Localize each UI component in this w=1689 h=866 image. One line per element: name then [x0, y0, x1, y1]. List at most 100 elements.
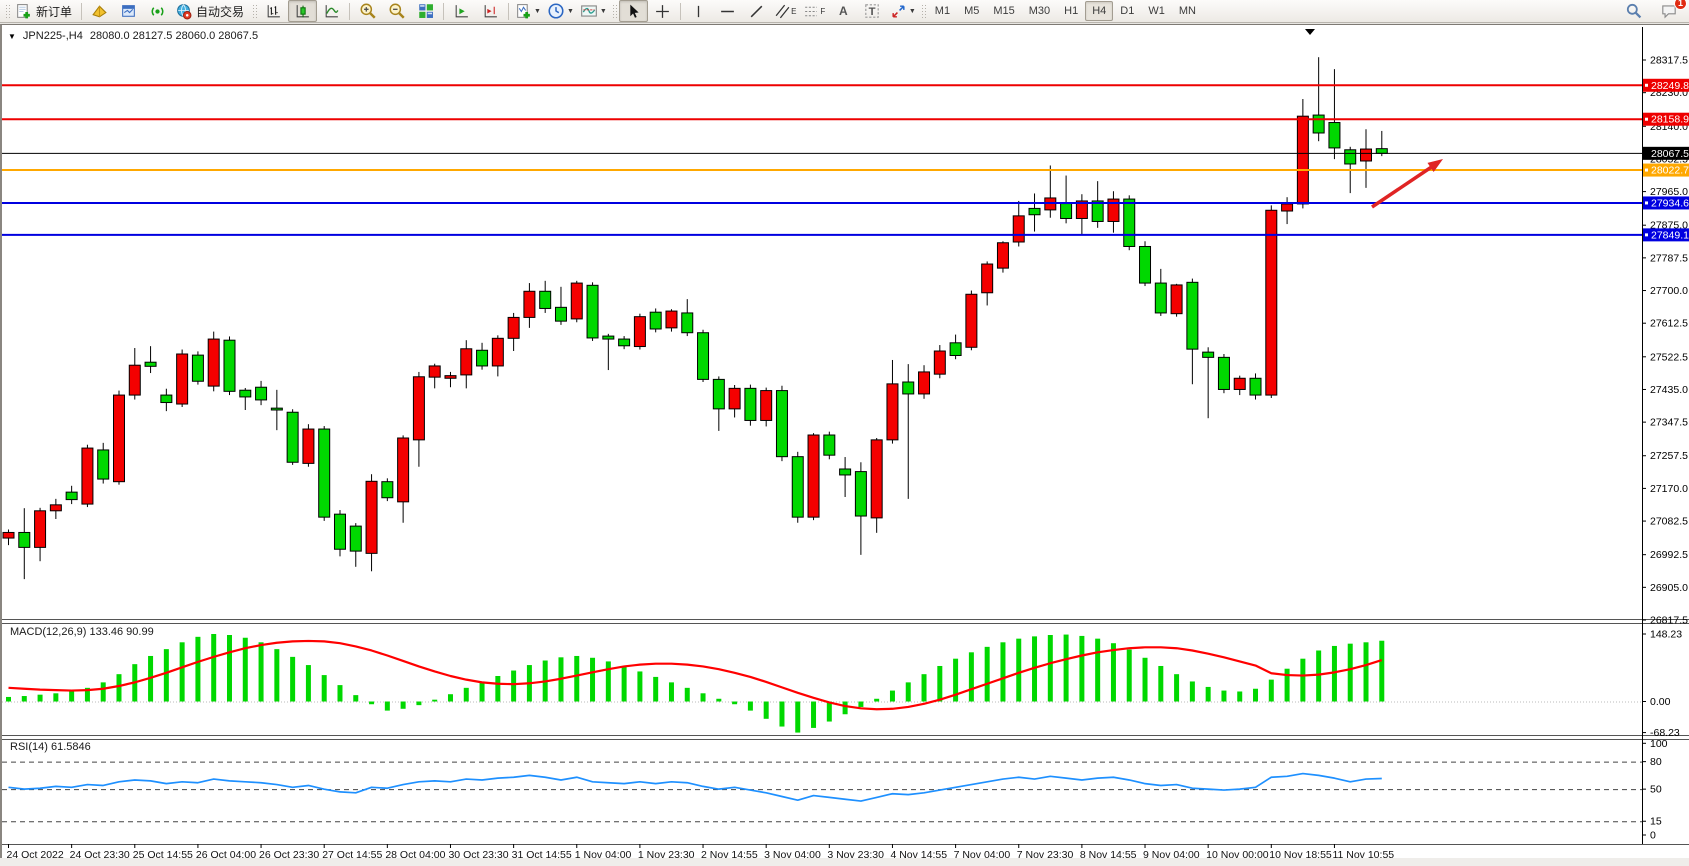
- text-label-tool-button[interactable]: T: [858, 0, 887, 22]
- macd-histogram-bar: [384, 701, 390, 711]
- templates-button[interactable]: ▼: [577, 0, 610, 22]
- macd-histogram-bar: [700, 693, 706, 702]
- navigator-button[interactable]: [114, 0, 143, 22]
- price-badge-label: 27849.1: [1651, 229, 1689, 241]
- badge-notch: [1645, 168, 1648, 172]
- candle-body: [144, 361, 157, 367]
- one-click-trading-arrow[interactable]: ▼: [8, 31, 16, 41]
- chart-shift-button[interactable]: [476, 0, 505, 22]
- new-order-button[interactable]: 新订单: [12, 0, 78, 22]
- candle-body: [1186, 281, 1199, 350]
- zoom-in-button[interactable]: [353, 0, 382, 22]
- arrows-tool-button[interactable]: ▼: [887, 0, 919, 22]
- timeframe-button-d1[interactable]: D1: [1120, 5, 1135, 17]
- toolbar-drag-handle[interactable]: [252, 3, 258, 19]
- auto-trading-icon: [177, 3, 192, 19]
- candle-body: [697, 332, 710, 380]
- horizontal-line-tool-button[interactable]: [713, 0, 742, 22]
- dropdown-caret: ▼: [566, 7, 574, 15]
- chart-background: [2, 25, 1689, 866]
- candle-body: [949, 342, 962, 356]
- indicators-button[interactable]: ▼: [512, 0, 544, 22]
- candle-body: [81, 447, 94, 505]
- macd-histogram-bar: [416, 701, 422, 706]
- timeframe-button-mn[interactable]: MN: [1178, 5, 1196, 17]
- macd-histogram-bar: [858, 701, 864, 707]
- text-label-icon: T: [865, 4, 880, 18]
- trendline-tool-button[interactable]: [742, 0, 771, 22]
- macd-histogram-bar: [937, 665, 943, 702]
- price-badge: [1643, 112, 1689, 126]
- dropdown-caret: ▼: [908, 7, 916, 15]
- chart-shift-marker[interactable]: [1305, 29, 1315, 35]
- macd-histogram-bar: [1142, 657, 1148, 702]
- macd-histogram-bar: [369, 701, 375, 705]
- price-badge: [1643, 163, 1689, 177]
- search-button[interactable]: [1619, 0, 1648, 22]
- candle-body: [1107, 198, 1120, 222]
- line-chart-mode-button[interactable]: [317, 0, 346, 22]
- candle-body: [412, 376, 425, 441]
- price-badge-label: 28249.8: [1651, 80, 1689, 92]
- macd-histogram-bar: [37, 694, 43, 702]
- vertical-line-icon: [697, 5, 699, 17]
- candle-body: [428, 365, 441, 378]
- tile-windows-button[interactable]: [411, 0, 440, 22]
- macd-histogram-bar: [621, 665, 627, 702]
- macd-histogram-bar: [258, 642, 264, 702]
- macd-histogram-bar: [1316, 650, 1322, 702]
- periods-button[interactable]: ▼: [544, 0, 577, 22]
- candle-body: [1154, 282, 1167, 314]
- toolbar-drag-handle[interactable]: [5, 3, 10, 19]
- toolbar-drag-handle[interactable]: [920, 3, 926, 19]
- candlestick-icon: [296, 4, 309, 17]
- candle-body: [586, 284, 599, 339]
- fibonacci-tool-button[interactable]: F: [800, 0, 829, 22]
- candle-body: [1233, 377, 1246, 390]
- rsi-tick-label: 0: [1650, 830, 1656, 842]
- text-tool-button[interactable]: A: [829, 0, 858, 22]
- macd-histogram-bar: [21, 696, 27, 702]
- auto-scroll-button[interactable]: [447, 0, 476, 22]
- timeframe-button-m15[interactable]: M15: [993, 5, 1015, 17]
- timeframe-button-m30[interactable]: M30: [1028, 5, 1051, 17]
- toolbar-separator: [679, 2, 681, 20]
- market-watch-button[interactable]: [85, 0, 114, 22]
- candlestick-mode-button[interactable]: [288, 0, 318, 22]
- toolbar-separator: [349, 2, 351, 20]
- chart-canvas[interactable]: 28317.528230.028140.028052.527965.027875…: [2, 25, 1689, 866]
- chart-window[interactable]: 28317.528230.028140.028052.527965.027875…: [0, 24, 1689, 866]
- vertical-line-tool-button[interactable]: [684, 0, 713, 22]
- macd-histogram-bar: [1189, 681, 1195, 702]
- candle-body: [1028, 207, 1041, 216]
- macd-histogram-bar: [305, 665, 311, 702]
- cursor-button[interactable]: [618, 0, 648, 22]
- zoom-out-button[interactable]: [382, 0, 411, 22]
- macd-histogram-bar: [1000, 642, 1006, 702]
- candle-body: [239, 389, 252, 398]
- candle-body: [933, 350, 946, 375]
- toolbar-drag-handle[interactable]: [611, 3, 617, 19]
- macd-histogram-bar: [1063, 634, 1069, 702]
- zoom-out-icon: [389, 3, 405, 19]
- candle-body: [128, 364, 141, 396]
- timeframe-button-h4[interactable]: H4: [1085, 1, 1114, 21]
- timeframe-button-m5[interactable]: M5: [964, 5, 980, 17]
- crosshair-button[interactable]: [648, 0, 677, 22]
- timeframe-button-h1[interactable]: H1: [1064, 5, 1079, 17]
- auto-scroll-icon: [455, 4, 468, 17]
- auto-trading-button[interactable]: 自动交易: [172, 0, 250, 22]
- trend-arrow-annotation[interactable]: [1371, 164, 1434, 209]
- bar-chart-mode-button[interactable]: [259, 0, 288, 22]
- badge-notch: [1645, 83, 1648, 87]
- timeframe-button-w1[interactable]: W1: [1148, 5, 1165, 17]
- templates-icon: [581, 5, 597, 17]
- candle-body: [839, 468, 852, 476]
- macd-histogram-bar: [6, 696, 11, 702]
- channel-tool-button[interactable]: E: [771, 0, 800, 22]
- timeframe-button-m1[interactable]: M1: [934, 5, 951, 17]
- macd-histogram-bar: [779, 701, 785, 727]
- notifications-button[interactable]: 1: [1654, 0, 1687, 22]
- new-order-label: 新订单: [36, 4, 73, 19]
- news-button[interactable]: [143, 0, 172, 22]
